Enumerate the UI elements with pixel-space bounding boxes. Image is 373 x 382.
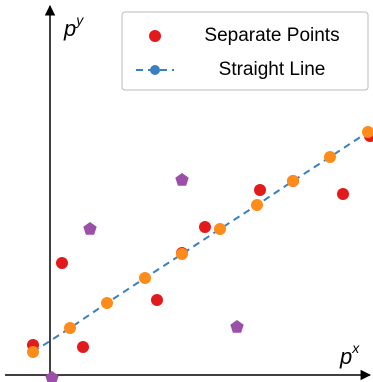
point [362, 126, 373, 138]
point [251, 199, 263, 211]
point [199, 221, 211, 233]
pentagon-point [175, 173, 189, 186]
pentagon-point [230, 320, 244, 333]
dashed-line [32, 131, 369, 353]
pentagon-point [45, 371, 59, 382]
legend-marker [150, 65, 160, 75]
y-label-sup: y [75, 12, 84, 28]
point [151, 294, 163, 306]
pentagon-point [83, 222, 97, 235]
point [337, 188, 349, 200]
legend-box [121, 11, 369, 91]
point [324, 151, 336, 163]
y-axis-label: py [63, 12, 84, 41]
legend-marker [149, 30, 161, 42]
x-label-base: p [339, 344, 352, 369]
point [176, 248, 188, 260]
legend-label: Straight Line [219, 59, 326, 80]
x-label-sup: x [351, 340, 360, 356]
point [77, 341, 89, 353]
y-label-base: p [63, 16, 76, 41]
point [101, 297, 113, 309]
point [139, 272, 151, 284]
point [64, 322, 76, 334]
point [254, 184, 266, 196]
point [214, 223, 226, 235]
legend-label: Separate Points [204, 25, 339, 46]
point [27, 346, 39, 358]
point [287, 175, 299, 187]
point [56, 257, 68, 269]
x-axis-label: px [339, 340, 360, 369]
